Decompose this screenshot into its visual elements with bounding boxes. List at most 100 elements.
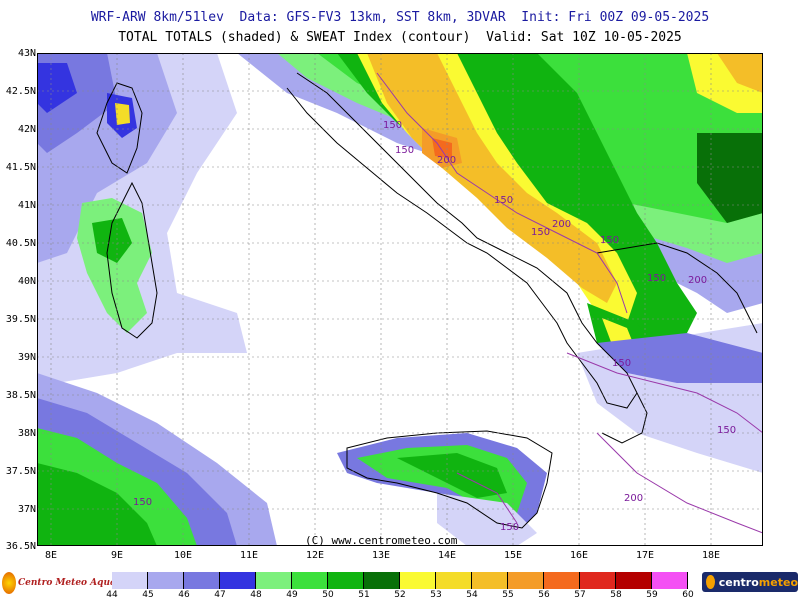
colorbar-tick-label: 49 [286,590,298,600]
colorbar-swatch [472,572,508,589]
shade-band-54 [367,53,617,303]
colorbar-tick-label: 52 [394,590,406,600]
contour-label: 200 [552,219,571,230]
shade-band-51 [697,133,763,223]
shade-band-44 [437,493,537,546]
colorbar-tick-label: 46 [178,590,190,600]
logo-right-text-a: centro [718,575,759,589]
contour-label: 150 [133,497,152,508]
lat-label: 40.5N [5,238,36,249]
lat-label: 38.5N [5,390,36,401]
lon-label: 18E [701,550,721,561]
contour-label: 200 [624,493,643,504]
colorbar-swatch [148,572,184,589]
colorbar-swatch [112,572,148,589]
colorbar-swatch [328,572,364,589]
contour-label: 150 [612,358,631,369]
colorbar-tick-label: 53 [430,590,442,600]
sun-icon [2,572,16,594]
shade-band-50 [397,453,507,498]
colorbar-tick-label: 57 [574,590,586,600]
colorbar-swatch [256,572,292,589]
shade-band-54 [717,53,763,93]
lon-label: 10E [173,550,193,561]
coastline [96,72,758,529]
colorbar [112,572,688,589]
colorbar-tick-label: 47 [214,590,226,600]
shade-band-46 [597,333,763,383]
logo-left-text: Centro Meteo Aquaro [18,578,127,588]
colorbar-swatch [184,572,220,589]
colorbar-swatch [544,572,580,589]
lon-label: 16E [569,550,589,561]
colorbar-tick-label: 45 [142,590,154,600]
map-frame [37,53,763,546]
colorbar-tick-label: 51 [358,590,370,600]
contour-label: 150 [600,235,619,246]
lat-label: 38N [17,428,36,439]
map-title: WRF-ARW 8km/51lev Data: GFS-FV3 13km, SS… [90,10,710,25]
contour-label: 150 [647,273,666,284]
contour-label: 150 [395,145,414,156]
lon-label: 11E [239,550,259,561]
lon-label: 8E [44,550,58,561]
colorbar-tick-label: 48 [250,590,262,600]
contour-label: 200 [437,155,456,166]
colorbar-swatch [292,572,328,589]
colorbar-swatch [616,572,652,589]
lat-label: 41.5N [5,162,36,173]
colorbar-tick-label: 58 [610,590,622,600]
lon-label: 14E [437,550,457,561]
contour-labels: 150 150 200 150 200 150 150 150 200 150 … [133,120,736,533]
shade-band-50 [92,218,132,263]
colorbar-tick-label: 60 [682,590,694,600]
lon-label: 12E [305,550,325,561]
lat-label: 41N [17,200,36,211]
colorbar-tick-label: 44 [106,590,118,600]
sun-icon [706,575,715,589]
contour-label: 150 [383,120,402,131]
contour-label: 200 [688,275,707,286]
colorbar-tick-label: 59 [646,590,658,600]
colorbar-tick-label: 56 [538,590,550,600]
lat-label: 40N [17,276,36,287]
shade-band-53 [115,103,130,125]
lat-label: 43N [17,48,36,59]
contour-label: 150 [717,425,736,436]
weather-map: 150 150 200 150 200 150 150 150 200 150 … [37,53,763,546]
lat-label: 37.5N [5,466,36,477]
colorbar-swatch [400,572,436,589]
shade-band-50 [37,463,157,546]
colorbar-swatch [652,572,688,589]
lon-label: 13E [371,550,391,561]
graticule [37,53,763,546]
colorbar-tick-label: 54 [466,590,478,600]
lat-label: 42N [17,124,36,135]
contour-label: 150 [500,522,519,533]
colorbar-swatch [220,572,256,589]
colorbar-tick-label: 55 [502,590,514,600]
lon-label: 9E [110,550,124,561]
contour-label: 150 [531,227,550,238]
lon-label: 17E [635,550,655,561]
shade-band-47 [37,63,77,113]
contour-label: 150 [494,195,513,206]
lon-label: 15E [503,550,523,561]
centrometeo-logo-right: centrometeo [702,572,798,592]
map-subtitle: TOTAL TOTALS (shaded) & SWEAT Index (con… [118,30,682,45]
lat-label: 39N [17,352,36,363]
map-canvas: 150 150 200 150 200 150 150 150 200 150 … [37,53,763,546]
sweat-contours [376,72,763,534]
colorbar-swatch [364,572,400,589]
colorbar-swatch [436,572,472,589]
colorbar-swatch [508,572,544,589]
centro-meteo-logo-left: Centro Meteo Aquaro [2,570,127,596]
logo-right-text: centrometeo [719,576,798,589]
colorbar-swatch [580,572,616,589]
lat-label: 37N [17,504,36,515]
logo-right-text-b: meteo [758,575,798,589]
copyright-text: (C) www.centrometeo.com [305,534,458,547]
lat-label: 36.5N [5,541,36,552]
colorbar-tick-label: 50 [322,590,334,600]
lat-label: 39.5N [5,314,36,325]
